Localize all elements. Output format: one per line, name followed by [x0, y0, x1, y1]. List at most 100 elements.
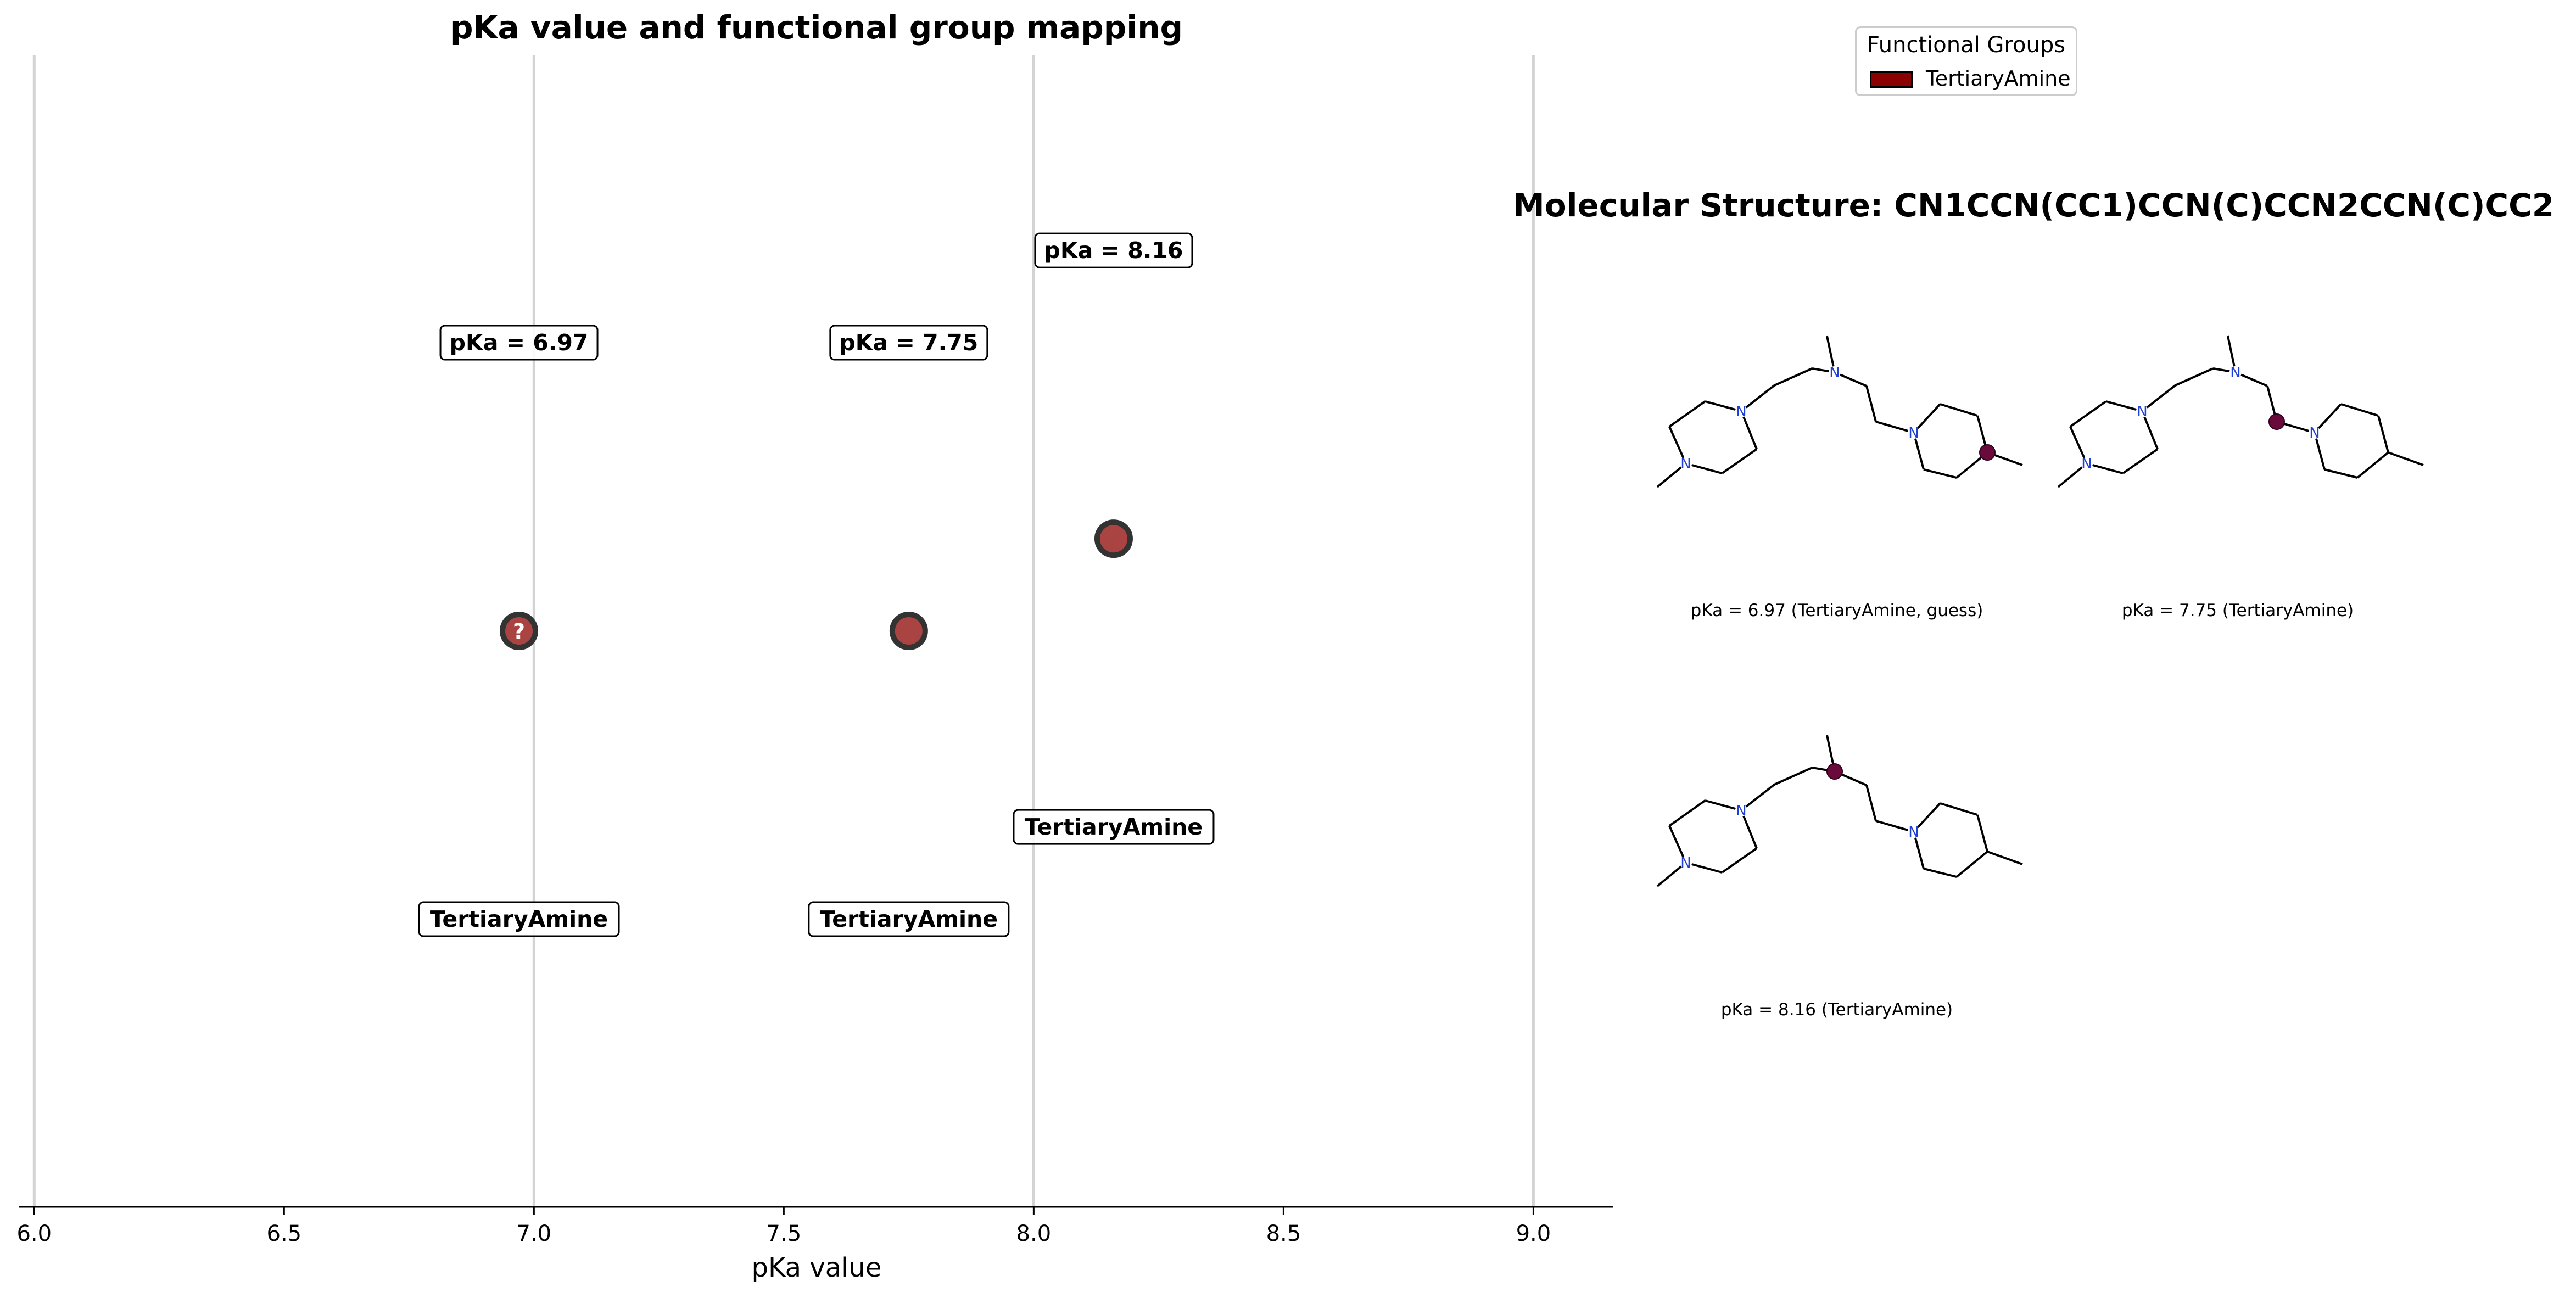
x-tick-label: 7.5 [767, 1221, 802, 1246]
bond [1721, 448, 1758, 474]
nitrogen-atom-label: N [1908, 425, 1919, 441]
pka-value-label-0: pKa = 6.97 [439, 324, 599, 361]
bond [2105, 400, 2137, 411]
nitrogen-atom-label: N [1736, 803, 1746, 819]
highlighted-atom-1 [2268, 413, 2285, 430]
highlighted-atom-0 [1979, 444, 1996, 461]
bond [2324, 468, 2358, 479]
bond [2069, 426, 2086, 458]
bond [1668, 825, 1685, 858]
nitrogen-atom-label: N [1680, 855, 1691, 871]
bond [1940, 403, 1978, 417]
svg-text:TertiaryAmine: TertiaryAmine [820, 906, 998, 932]
bond [2340, 403, 2379, 417]
bond [2143, 416, 2159, 450]
bond [1923, 868, 1957, 878]
nitrogen-atom-label: N [2137, 404, 2147, 420]
bond [2122, 448, 2159, 474]
nitrogen-atom-label: N [2081, 456, 2092, 472]
point-marker-text: ? [513, 619, 525, 644]
bond [2356, 451, 2389, 479]
nitrogen-atom-label: N [1829, 365, 1840, 381]
legend-label: TertiaryAmine [1926, 66, 2071, 91]
bond [1976, 814, 1988, 852]
bond [1875, 820, 1908, 831]
bond [1955, 851, 1988, 878]
bond [1656, 466, 1682, 488]
data-point-1 [889, 612, 928, 650]
bond [1668, 400, 1706, 428]
data-point-2 [1094, 519, 1133, 558]
pka-value-label-1: pKa = 7.75 [829, 324, 988, 361]
nitrogen-atom-label: N [1680, 456, 1691, 472]
svg-text:TertiaryAmine: TertiaryAmine [1025, 814, 1203, 840]
nitrogen-atom-label: N [1736, 404, 1746, 420]
x-tick-label: 7.0 [517, 1221, 552, 1246]
bond [1987, 851, 2023, 865]
bond [1826, 335, 1835, 367]
bond [1745, 784, 1775, 808]
molecule-caption-2: pKa = 8.16 (TertiaryAmine) [1721, 1000, 1953, 1020]
bond [1875, 421, 1908, 432]
bond [1916, 802, 1941, 829]
bond [1826, 735, 1835, 766]
bond [2240, 373, 2268, 387]
bond [1774, 367, 1813, 387]
bond [2175, 367, 2214, 387]
legend: Functional Groups TertiaryAmine [1855, 26, 2077, 96]
bond [1668, 799, 1706, 827]
bond [2377, 415, 2389, 453]
x-axis-label: pKa value [752, 1252, 882, 1283]
bond [2212, 367, 2230, 373]
bond [1812, 767, 1829, 772]
pka-value-label-2: pKa = 8.16 [1034, 232, 1193, 268]
chart-title: pKa value and functional group mapping [450, 9, 1183, 46]
bond [1742, 815, 1758, 849]
bond [1691, 463, 1723, 474]
bond [2227, 335, 2236, 367]
bond [1691, 863, 1723, 874]
bond [1742, 416, 1758, 450]
pka-chart: pKa value and functional group mapping 6… [16, 9, 1613, 1283]
highlighted-atom-2 [1826, 763, 1843, 780]
bond [1865, 385, 1877, 422]
group-label-1: TertiaryAmine [808, 901, 1010, 937]
group-label-2: TertiaryAmine [1013, 809, 1215, 845]
bond [1656, 865, 1682, 887]
bond [2317, 403, 2342, 429]
legend-swatch-tertiary-amine [1870, 71, 1913, 88]
group-label-0: TertiaryAmine [418, 901, 620, 937]
bond [1914, 837, 1925, 869]
svg-text:pKa = 7.75: pKa = 7.75 [839, 329, 978, 356]
bond [2092, 463, 2124, 474]
bond [1668, 426, 1685, 458]
bond [1865, 785, 1877, 821]
bond [1705, 400, 1736, 411]
svg-text:TertiaryAmine: TertiaryAmine [430, 906, 608, 932]
bond [1914, 438, 1925, 470]
molecule-title: Molecular Structure: CN1CCN(CC1)CCN(C)CC… [1513, 187, 2555, 224]
bond [2315, 438, 2326, 470]
x-tick-label: 8.0 [1016, 1221, 1052, 1246]
bond [1721, 847, 1758, 874]
bond [1916, 403, 1941, 429]
bond [1812, 367, 1829, 373]
bond [1923, 468, 1957, 479]
bond [1705, 799, 1736, 810]
nitrogen-atom-label: N [1908, 824, 1919, 841]
bond [1745, 384, 1775, 409]
bond [1774, 767, 1813, 786]
bond [1840, 373, 1867, 387]
molecule-caption-0: pKa = 6.97 (TertiaryAmine, guess) [1691, 601, 1983, 620]
bond [2146, 384, 2176, 409]
x-tick-label: 8.5 [1266, 1221, 1301, 1246]
legend-title: Functional Groups [1867, 32, 2066, 58]
x-tick-label: 6.5 [267, 1221, 302, 1246]
bond [1840, 773, 1867, 786]
x-tick-label: 9.0 [1516, 1221, 1551, 1246]
